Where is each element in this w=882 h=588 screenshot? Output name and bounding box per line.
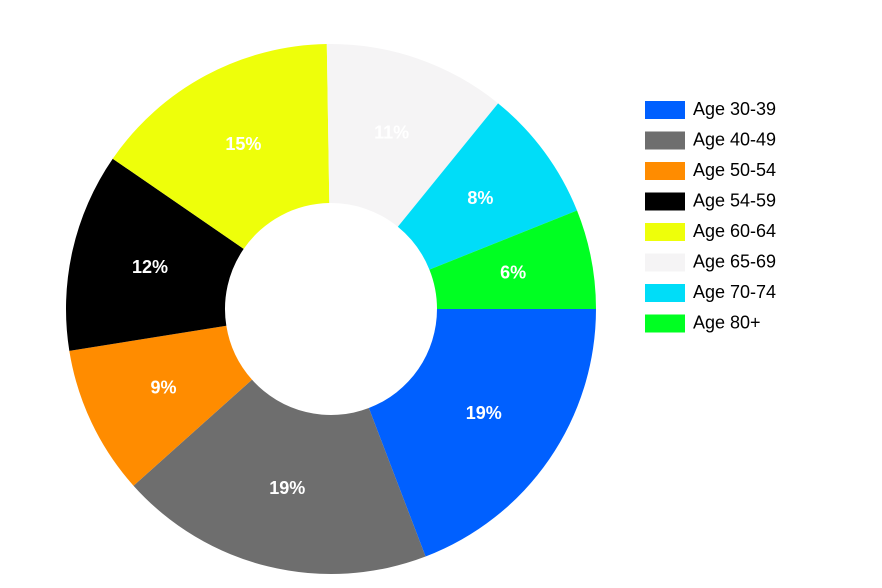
donut-slice — [397, 103, 578, 270]
legend-swatch — [645, 223, 685, 241]
legend-swatch — [645, 253, 685, 272]
slice-label: 15% — [225, 134, 261, 154]
slice-label: 11% — [374, 122, 409, 142]
legend-label: Age 54-59 — [693, 190, 776, 210]
legend-label: Age 60-64 — [693, 221, 776, 241]
donut-slice — [368, 309, 596, 557]
slice-label: 19% — [466, 403, 502, 423]
legend-swatch — [645, 162, 685, 180]
slice-label: 19% — [269, 478, 305, 498]
legend-label: Age 70-74 — [693, 282, 776, 302]
legend-swatch — [645, 101, 685, 119]
legend-label: Age 65-69 — [693, 251, 776, 271]
slice-label: 9% — [150, 377, 176, 397]
donut-slice — [69, 325, 253, 486]
legend-label: Age 50-54 — [693, 160, 776, 180]
slice-label: 12% — [132, 257, 168, 277]
donut-slice — [133, 379, 426, 574]
donut-slice — [326, 44, 499, 227]
legend-swatch — [645, 131, 685, 150]
legend-label: Age 30-39 — [693, 99, 776, 119]
donut-slice — [112, 44, 330, 249]
legend-label: Age 40-49 — [693, 129, 776, 149]
legend-label: Age 80+ — [693, 312, 761, 332]
slice-label: 6% — [500, 263, 526, 283]
slice-label: 8% — [467, 188, 493, 208]
donut-slice — [429, 210, 596, 309]
legend-swatch — [645, 192, 685, 211]
legend-swatch — [645, 284, 685, 302]
donut-slice — [66, 158, 244, 351]
legend-swatch — [645, 314, 685, 333]
